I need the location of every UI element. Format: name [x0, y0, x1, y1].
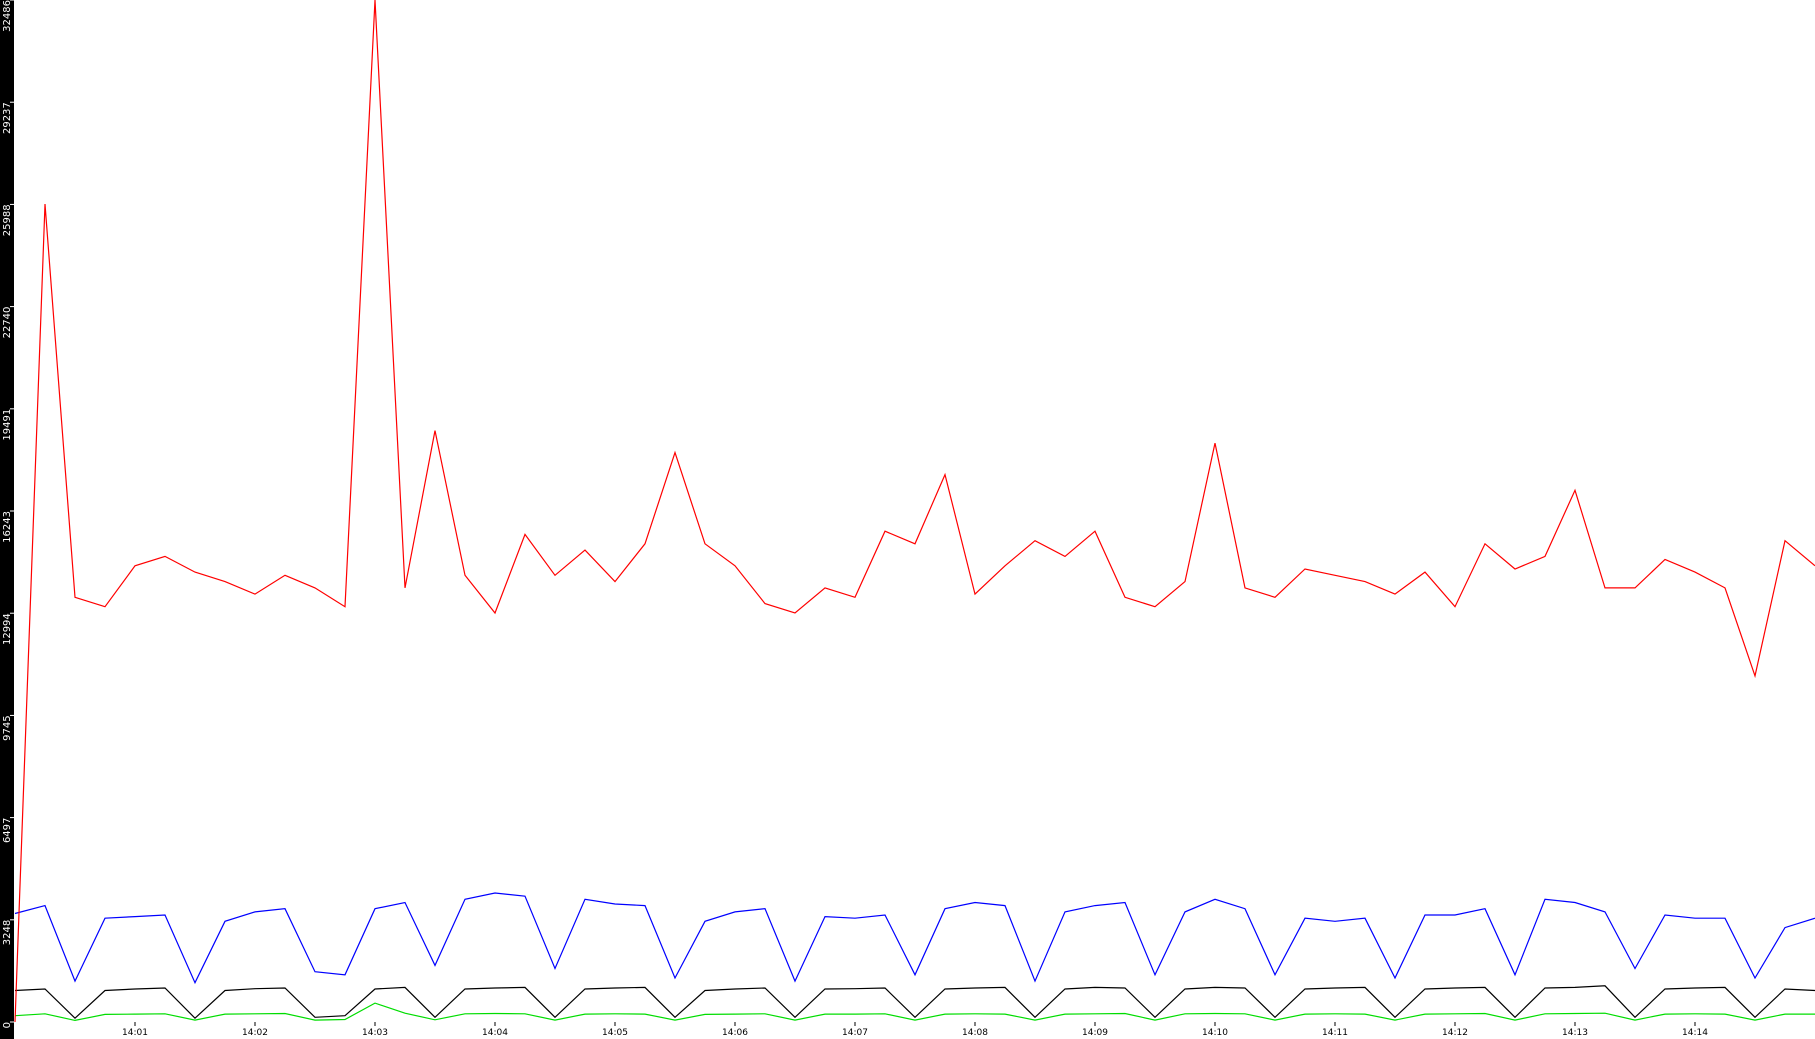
y-tick-label: 32486: [2, 0, 13, 32]
x-tick-label: 14:05: [602, 1028, 628, 1038]
y-tick-label: 22740: [2, 307, 13, 339]
series-line: [14, 0, 1815, 1023]
x-tick-label: 14:11: [1322, 1028, 1348, 1038]
x-tick-label: 14:12: [1442, 1028, 1468, 1038]
x-tick-label: 14:14: [1682, 1028, 1708, 1038]
x-tick-label: 14:02: [242, 1028, 268, 1038]
x-tick-label: 14:04: [482, 1028, 508, 1038]
x-tick-label: 14:01: [122, 1028, 148, 1038]
series-line: [14, 1002, 1815, 1022]
y-tick-label: 16243: [2, 511, 13, 543]
x-tick-label: 14:09: [1082, 1028, 1108, 1038]
series-line: [14, 892, 1815, 985]
x-tick-label: 14:07: [842, 1028, 868, 1038]
y-tick-label: 19491: [2, 409, 13, 441]
x-tick-label: 14:03: [362, 1028, 388, 1038]
series-line: [14, 985, 1815, 1020]
y-tick-label: 29237: [2, 102, 13, 134]
x-tick-label: 14:06: [722, 1028, 748, 1038]
y-tick-label: 12994: [2, 613, 13, 645]
x-tick-label: 14:10: [1202, 1028, 1228, 1038]
y-tick-label: 3248: [2, 920, 13, 945]
x-tick-label: 14:13: [1562, 1028, 1588, 1038]
y-tick-label: 25988: [2, 204, 13, 236]
y-tick-label: 9745: [2, 715, 13, 740]
y-tick-label: 0: [2, 1022, 13, 1028]
y-axis-strip: [0, 0, 14, 1039]
y-tick-label: 6497: [2, 818, 13, 843]
x-tick-label: 14:08: [962, 1028, 988, 1038]
